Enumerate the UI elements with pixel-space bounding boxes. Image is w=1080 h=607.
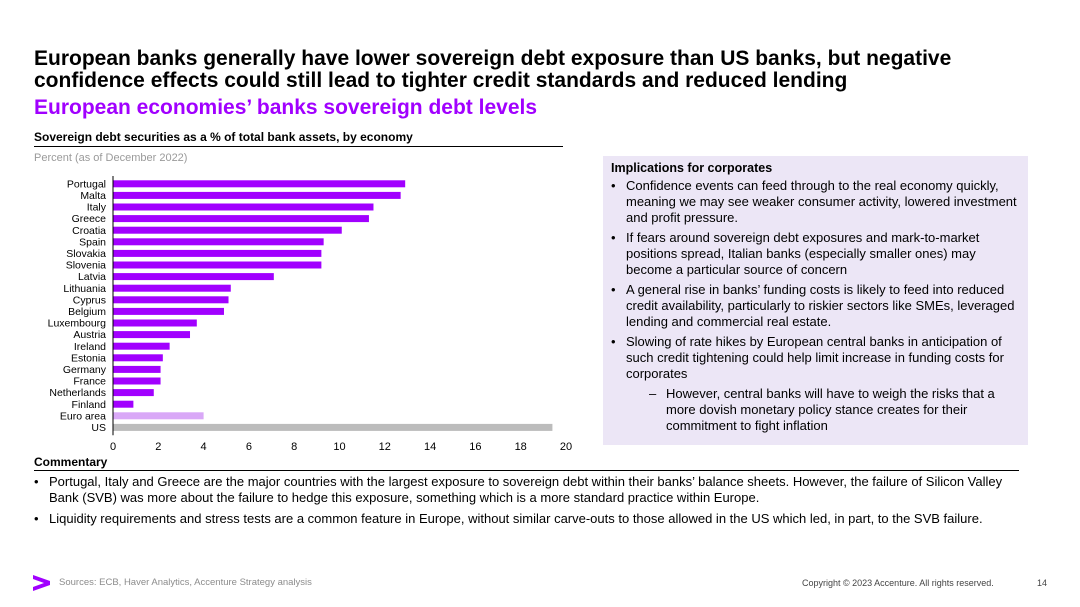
category-label: Ireland — [74, 341, 106, 353]
accenture-logo-icon — [33, 575, 50, 591]
implications-heading: Implications for corporates — [611, 161, 773, 175]
chart-header: Sovereign debt securities as a % of tota… — [34, 130, 563, 147]
category-label: Latvia — [78, 271, 106, 283]
category-label: Luxembourg — [48, 318, 107, 330]
x-tick-label: 4 — [201, 441, 207, 453]
commentary-item: Portugal, Italy and Greece are the major… — [34, 474, 1024, 506]
chart-unit-note: Percent (as of December 2022) — [34, 152, 188, 164]
bar — [113, 307, 224, 315]
bar — [113, 226, 342, 234]
bar — [113, 215, 369, 223]
implications-list: Confidence events can feed through to th… — [611, 178, 1018, 434]
bar — [113, 273, 274, 281]
category-label: France — [73, 376, 106, 388]
implication-item: A general rise in banks’ funding costs i… — [611, 282, 1018, 330]
category-label: Cyprus — [73, 294, 106, 306]
implication-item: Slowing of rate hikes by European centra… — [611, 334, 1018, 382]
bar — [113, 377, 161, 385]
implications-panel: Implications for corporates Confidence e… — [603, 156, 1028, 445]
commentary-heading: Commentary — [34, 455, 1019, 471]
implication-item: If fears around sovereign debt exposures… — [611, 230, 1018, 278]
category-label: Slovakia — [66, 248, 106, 260]
bar — [113, 319, 197, 327]
category-label: Euro area — [60, 410, 106, 422]
copyright-note: Copyright © 2023 Accenture. All rights r… — [802, 578, 994, 588]
bar — [113, 389, 154, 397]
x-tick-label: 14 — [424, 441, 436, 453]
bar — [113, 191, 401, 199]
category-label: Slovenia — [66, 260, 106, 272]
x-tick-label: 6 — [246, 441, 252, 453]
category-label: US — [91, 422, 106, 434]
slide-subtitle: European economies’ banks sovereign debt… — [34, 96, 538, 119]
bar — [113, 400, 134, 408]
category-label: Lithuania — [63, 283, 106, 295]
category-label: Malta — [80, 190, 106, 202]
page-number: 14 — [1037, 578, 1048, 588]
sources-note: Sources: ECB, Haver Analytics, Accenture… — [59, 577, 312, 588]
category-label: Spain — [79, 236, 106, 248]
bar — [113, 238, 324, 246]
category-label: Belgium — [68, 306, 106, 318]
category-label: Estonia — [71, 352, 106, 364]
x-tick-label: 2 — [155, 441, 161, 453]
bar — [113, 412, 204, 420]
slide-title: European banks generally have lower sove… — [34, 47, 952, 92]
bar — [113, 296, 229, 304]
x-tick-label: 8 — [291, 441, 297, 453]
x-tick-label: 0 — [110, 441, 116, 453]
category-label: Greece — [72, 213, 107, 225]
bar — [113, 331, 191, 339]
implication-sub-item: However, central banks will have to weig… — [611, 386, 1018, 434]
bar — [113, 180, 406, 188]
category-label: Croatia — [72, 225, 106, 237]
category-label: Portugal — [67, 178, 106, 190]
x-tick-label: 20 — [560, 441, 572, 453]
bar — [113, 342, 170, 350]
bar — [113, 365, 161, 373]
bar — [113, 261, 322, 269]
commentary-item: Liquidity requirements and stress tests … — [34, 511, 1024, 527]
x-tick-label: 12 — [379, 441, 391, 453]
bar — [113, 423, 553, 431]
category-label: Austria — [73, 329, 106, 341]
bar — [113, 354, 163, 362]
x-tick-label: 10 — [333, 441, 345, 453]
bar — [113, 284, 231, 292]
category-label: Finland — [72, 399, 107, 411]
bar — [113, 249, 322, 257]
commentary-list: Portugal, Italy and Greece are the major… — [34, 474, 1024, 532]
implication-item: Confidence events can feed through to th… — [611, 178, 1018, 226]
category-label: Netherlands — [49, 387, 106, 399]
x-tick-label: 16 — [469, 441, 481, 453]
x-tick-label: 18 — [515, 441, 527, 453]
category-label: Italy — [87, 202, 107, 214]
category-label: Germany — [63, 364, 107, 376]
bar-chart: PortugalMaltaItalyGreeceCroatiaSpainSlov… — [48, 176, 572, 453]
bar — [113, 203, 374, 211]
